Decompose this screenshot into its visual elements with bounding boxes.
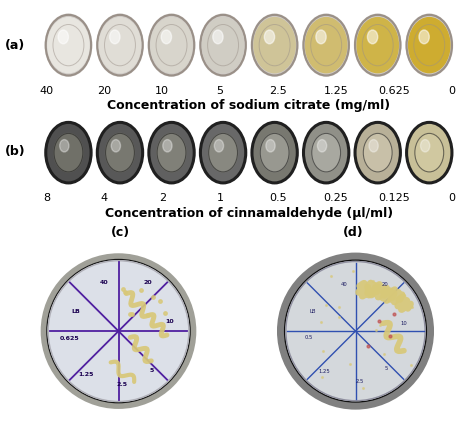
Text: Concentration of sodium citrate (mg/ml): Concentration of sodium citrate (mg/ml) xyxy=(107,99,391,112)
Circle shape xyxy=(43,255,194,407)
Circle shape xyxy=(355,14,401,76)
Circle shape xyxy=(200,14,246,76)
Text: 2.5: 2.5 xyxy=(269,86,287,96)
Circle shape xyxy=(46,123,91,183)
Circle shape xyxy=(312,133,341,172)
Text: (b): (b) xyxy=(5,145,26,158)
Text: 20: 20 xyxy=(144,280,153,285)
Circle shape xyxy=(60,140,69,152)
Text: 1.25: 1.25 xyxy=(324,86,348,96)
Circle shape xyxy=(149,123,194,183)
Text: 1.25: 1.25 xyxy=(78,372,93,377)
Circle shape xyxy=(157,133,186,172)
Text: 0.625: 0.625 xyxy=(378,86,410,96)
Text: (a): (a) xyxy=(5,39,25,52)
Circle shape xyxy=(48,18,89,73)
Circle shape xyxy=(45,14,91,76)
Circle shape xyxy=(48,261,189,402)
Text: 2.5: 2.5 xyxy=(117,382,128,387)
Circle shape xyxy=(252,123,297,183)
Text: 20: 20 xyxy=(97,86,111,96)
Circle shape xyxy=(286,261,425,401)
Circle shape xyxy=(316,30,326,44)
Text: 5: 5 xyxy=(217,86,224,96)
Text: 20: 20 xyxy=(382,282,389,287)
Circle shape xyxy=(254,18,295,73)
Circle shape xyxy=(163,140,172,152)
Circle shape xyxy=(213,30,223,44)
Circle shape xyxy=(363,133,392,172)
Text: 4: 4 xyxy=(101,194,108,203)
Text: 0.125: 0.125 xyxy=(378,194,410,203)
Text: 0.625: 0.625 xyxy=(60,336,80,341)
Circle shape xyxy=(214,140,224,152)
Circle shape xyxy=(318,140,327,152)
Text: 10: 10 xyxy=(165,319,173,324)
Circle shape xyxy=(161,30,172,44)
Text: 1: 1 xyxy=(217,194,224,203)
Text: 1.25: 1.25 xyxy=(319,369,330,374)
Circle shape xyxy=(106,133,135,172)
Text: 40: 40 xyxy=(340,282,347,287)
Text: 0: 0 xyxy=(448,194,455,203)
Circle shape xyxy=(251,14,298,76)
Text: 5: 5 xyxy=(385,366,389,371)
Circle shape xyxy=(420,140,430,152)
Circle shape xyxy=(369,140,378,152)
Text: LB: LB xyxy=(309,309,316,314)
Circle shape xyxy=(260,133,289,172)
Circle shape xyxy=(306,18,347,73)
Circle shape xyxy=(303,14,349,76)
Circle shape xyxy=(109,30,120,44)
Circle shape xyxy=(264,30,274,44)
Text: 40: 40 xyxy=(100,280,109,285)
Text: 0.25: 0.25 xyxy=(324,194,348,203)
Text: (d): (d) xyxy=(343,226,364,239)
Circle shape xyxy=(406,14,453,76)
Circle shape xyxy=(280,255,431,407)
Circle shape xyxy=(409,18,450,73)
Text: (c): (c) xyxy=(111,226,130,239)
Circle shape xyxy=(303,123,349,183)
Text: 0.5: 0.5 xyxy=(304,335,313,340)
Circle shape xyxy=(100,18,141,73)
Circle shape xyxy=(266,140,275,152)
Circle shape xyxy=(201,123,246,183)
Circle shape xyxy=(58,30,68,44)
Circle shape xyxy=(419,30,429,44)
Text: 40: 40 xyxy=(39,86,54,96)
Circle shape xyxy=(202,18,244,73)
Text: 0: 0 xyxy=(448,86,455,96)
Text: 10: 10 xyxy=(155,86,169,96)
Circle shape xyxy=(415,133,444,172)
Circle shape xyxy=(407,123,452,183)
Text: 5: 5 xyxy=(149,368,154,373)
Text: Concentration of cinnamaldehyde (μl/ml): Concentration of cinnamaldehyde (μl/ml) xyxy=(105,207,393,220)
Circle shape xyxy=(97,123,143,183)
Text: 8: 8 xyxy=(43,194,50,203)
Circle shape xyxy=(355,123,401,183)
Circle shape xyxy=(54,133,83,172)
Circle shape xyxy=(148,14,195,76)
Circle shape xyxy=(97,14,143,76)
Circle shape xyxy=(111,140,120,152)
Text: 10: 10 xyxy=(401,321,407,326)
Text: 0.5: 0.5 xyxy=(269,194,287,203)
Circle shape xyxy=(357,18,398,73)
Circle shape xyxy=(151,18,192,73)
Text: LB: LB xyxy=(71,309,80,314)
Text: 2.5: 2.5 xyxy=(355,379,364,384)
Text: 2: 2 xyxy=(159,194,166,203)
Circle shape xyxy=(367,30,378,44)
Circle shape xyxy=(209,133,237,172)
